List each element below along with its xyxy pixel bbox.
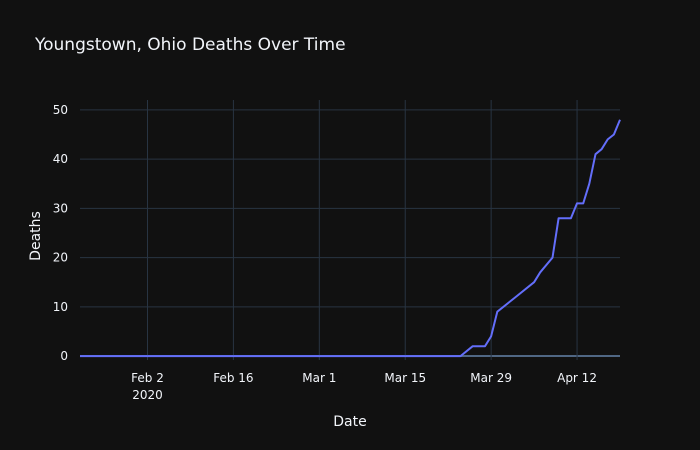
- deaths-series-line: [80, 119, 621, 358]
- y-tick-label: 20: [53, 251, 68, 265]
- grid-layer: [80, 100, 620, 360]
- x-tick-label: Feb 2: [131, 371, 164, 385]
- y-tick-label: 10: [53, 300, 68, 314]
- chart-title: Youngstown, Ohio Deaths Over Time: [34, 35, 346, 55]
- y-tick-label: 0: [60, 349, 68, 363]
- x-tick-label: Mar 29: [470, 371, 512, 385]
- x-tick-label: Feb 16: [213, 371, 253, 385]
- y-tick-label: 40: [53, 152, 68, 166]
- x-tick-label: Apr 12: [557, 371, 597, 385]
- y-axis-title: Deaths: [28, 211, 44, 261]
- x-tick-label: Mar 15: [384, 371, 426, 385]
- x-tick-label: Mar 1: [302, 371, 336, 385]
- y-tick-label: 50: [53, 103, 68, 117]
- x-tick-sublabel: 2020: [132, 388, 163, 402]
- x-axis-title: Date: [333, 414, 366, 430]
- y-tick-label: 30: [53, 201, 68, 215]
- series-layer: [80, 119, 621, 358]
- tick-layer: 0 10 20 30 40 50 Feb 2 2020 Feb 16 Mar 1 Mar 15 Mar…: [53, 103, 597, 402]
